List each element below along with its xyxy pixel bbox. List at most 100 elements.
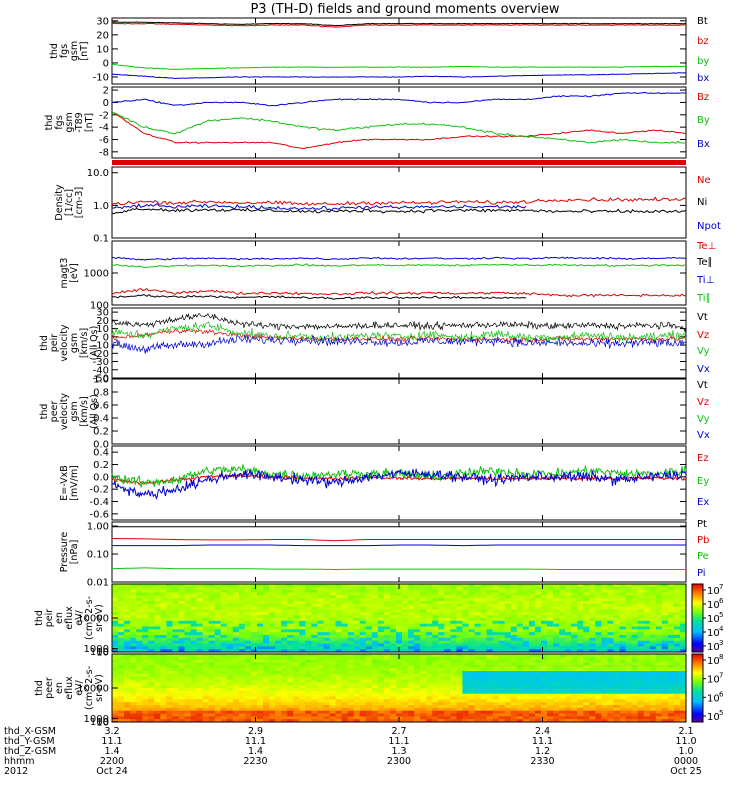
spectrogram-cell <box>335 713 342 717</box>
spectrogram-cell <box>196 612 204 616</box>
spectrogram-cell <box>281 699 288 703</box>
spectrogram-cell <box>220 635 228 639</box>
spectrogram-cell <box>275 710 282 714</box>
spectrogram-cell <box>196 598 204 602</box>
spectrogram-cell <box>414 705 421 709</box>
spectrogram-cell <box>462 719 469 723</box>
spectrogram-cell <box>112 601 119 605</box>
spectrogram-cell <box>353 679 361 683</box>
spectrogram-cell <box>522 713 530 717</box>
spectrogram-cell <box>244 586 252 591</box>
spectrogram-cell <box>432 682 439 686</box>
colorbar-label: 10 <box>707 656 720 667</box>
spectrogram-cell <box>124 620 131 625</box>
spectrogram-cell <box>565 656 572 661</box>
legend-fgs-dBGSM-2: Bx <box>697 139 710 150</box>
spectrogram-cell <box>383 643 391 647</box>
spectrogram-cell <box>329 606 336 610</box>
spectrogram-cell <box>613 612 620 616</box>
spectrogram-cell <box>402 637 409 642</box>
spectrogram-cell <box>323 640 330 644</box>
spectrogram-cell <box>305 626 312 630</box>
spectrogram-cell <box>619 618 626 622</box>
spectrogram-cell <box>547 598 554 602</box>
spectrogram-cell <box>450 716 457 720</box>
spectrogram-cell <box>631 643 639 647</box>
spectrogram-cell <box>643 615 651 619</box>
spectrogram-cell <box>317 586 324 591</box>
spectrogram-cell <box>438 646 445 650</box>
spectrogram-cell <box>655 699 663 703</box>
y-tick-label: 0.1 <box>93 234 109 245</box>
spectrogram-cell <box>341 713 349 717</box>
spectrogram-cell <box>287 673 294 678</box>
spectrogram-cell <box>625 685 633 689</box>
spectrogram-cell <box>625 654 633 658</box>
spectrogram-cell <box>625 688 633 692</box>
spectrogram-cell <box>420 643 427 647</box>
spectrogram-cell <box>589 620 596 625</box>
spectrogram-cell <box>426 598 433 602</box>
spectrogram-cell <box>202 586 210 591</box>
spectrogram-cell <box>619 632 626 636</box>
spectrogram-cell <box>275 682 282 686</box>
spectrogram-cell <box>299 601 306 605</box>
spectrogram-cell <box>667 702 675 706</box>
spectrogram-cell <box>142 690 149 695</box>
spectrogram-cell <box>124 696 131 700</box>
spectrogram-cell <box>450 688 457 692</box>
spectrogram-cell <box>583 595 590 599</box>
spectrogram-cell <box>214 589 222 593</box>
spectrogram-cell <box>263 626 270 630</box>
spectrogram-cell <box>293 623 300 627</box>
spectrogram-cell <box>202 654 210 658</box>
spectrogram-cell <box>196 620 204 625</box>
spectrogram-cell <box>456 609 463 613</box>
spectrogram-cell <box>365 705 373 709</box>
series-temperature-1 <box>112 293 527 300</box>
spectrogram-cell <box>136 609 143 613</box>
spectrogram-cell <box>160 665 167 669</box>
spectrogram-cell <box>148 673 155 678</box>
legend-temperature-1: Te∥ <box>696 257 713 268</box>
spectrogram-cell <box>679 615 687 619</box>
spectrogram-cell <box>655 615 663 619</box>
spectrogram-cell <box>462 688 469 692</box>
spectrogram-cell <box>124 646 131 650</box>
spectrogram-cell <box>450 676 457 680</box>
spectrogram-cell <box>142 598 149 602</box>
spectrogram-cell <box>172 632 179 636</box>
spectrogram-cell <box>510 635 518 639</box>
y-tick-label: 0.8 <box>93 388 109 399</box>
spectrogram-cell <box>154 649 161 653</box>
spectrogram-cell <box>202 615 210 619</box>
spectrogram-cell <box>353 668 361 672</box>
spectrogram-cell <box>438 676 445 680</box>
spectrogram-cell <box>649 682 657 686</box>
spectrogram-cell <box>498 612 506 616</box>
spectrogram-cell <box>353 713 361 717</box>
spectrogram-cell <box>553 632 560 636</box>
spectrogram-cell <box>208 603 216 608</box>
spectrogram-cell <box>432 673 439 678</box>
spectrogram-cell <box>317 710 324 714</box>
spectrogram-cell <box>655 603 663 608</box>
spectrogram-cell <box>553 656 560 661</box>
legend-fgs-dBGSM-1: By <box>697 115 710 126</box>
spectrogram-cell <box>553 623 560 627</box>
spectrogram-cell <box>311 682 318 686</box>
spectrogram-cell <box>136 679 143 683</box>
spectrogram-cell <box>263 699 270 703</box>
spectrogram-cell <box>196 584 204 588</box>
spectrogram-cell <box>480 716 488 720</box>
spectrogram-cell <box>540 693 548 697</box>
spectrogram-cell <box>347 656 355 661</box>
spectrogram-cell <box>299 606 306 610</box>
spectrogram-cell <box>281 702 288 706</box>
spectrogram-cell <box>619 668 626 672</box>
spectrogram-cell <box>540 671 548 675</box>
y-axis-label: Pressure [nPa] <box>59 532 80 573</box>
spectrogram-cell <box>220 637 228 642</box>
spectrogram-cell <box>154 656 161 661</box>
spectrogram-cell <box>583 690 590 695</box>
